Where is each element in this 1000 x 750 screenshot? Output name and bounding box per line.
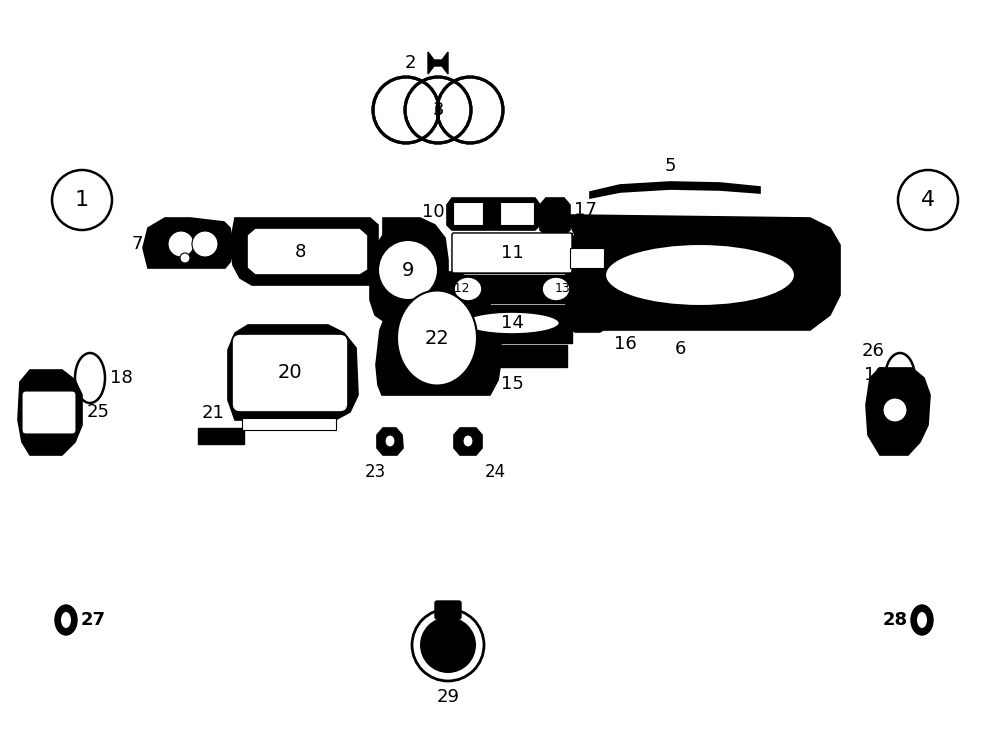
- Text: 19: 19: [864, 366, 887, 384]
- Text: 8: 8: [294, 243, 306, 261]
- Text: 4: 4: [921, 190, 935, 210]
- Ellipse shape: [397, 290, 477, 386]
- Polygon shape: [540, 198, 570, 235]
- Ellipse shape: [61, 612, 71, 628]
- Bar: [570, 248, 604, 268]
- Bar: [500, 202, 534, 225]
- Text: 15: 15: [501, 375, 523, 393]
- Text: 24: 24: [485, 463, 506, 481]
- Ellipse shape: [464, 312, 560, 334]
- Bar: [453, 202, 483, 225]
- Circle shape: [180, 253, 190, 263]
- Polygon shape: [370, 218, 448, 322]
- Ellipse shape: [55, 605, 77, 635]
- Circle shape: [883, 398, 907, 422]
- Polygon shape: [486, 203, 496, 226]
- Text: 28: 28: [883, 611, 908, 629]
- Text: C12: C12: [445, 283, 469, 296]
- Text: 26: 26: [862, 342, 885, 360]
- Polygon shape: [18, 370, 82, 455]
- Text: 6: 6: [674, 340, 686, 358]
- Bar: [242, 418, 336, 430]
- Text: 18: 18: [110, 369, 133, 387]
- Text: 20: 20: [278, 362, 302, 382]
- Text: 17: 17: [574, 201, 597, 219]
- Ellipse shape: [463, 435, 473, 447]
- Text: 22: 22: [425, 328, 449, 347]
- Polygon shape: [558, 215, 840, 330]
- Polygon shape: [566, 235, 610, 332]
- Polygon shape: [143, 218, 233, 268]
- Polygon shape: [377, 428, 403, 455]
- Text: 7: 7: [132, 235, 143, 253]
- Text: 10: 10: [422, 203, 445, 221]
- Bar: [452, 305, 572, 343]
- Text: 9: 9: [402, 260, 414, 280]
- Circle shape: [168, 231, 194, 257]
- Polygon shape: [247, 228, 368, 275]
- FancyBboxPatch shape: [22, 391, 76, 434]
- Polygon shape: [866, 368, 930, 455]
- FancyBboxPatch shape: [370, 77, 506, 143]
- Ellipse shape: [917, 612, 927, 628]
- Circle shape: [378, 240, 438, 300]
- Bar: [452, 233, 572, 273]
- Polygon shape: [230, 218, 378, 285]
- Text: 3: 3: [432, 101, 444, 119]
- Ellipse shape: [605, 244, 795, 306]
- FancyBboxPatch shape: [435, 601, 461, 619]
- Text: 23: 23: [364, 463, 386, 481]
- Text: 14: 14: [501, 314, 523, 332]
- Ellipse shape: [542, 277, 570, 301]
- Circle shape: [192, 231, 218, 257]
- Text: 21: 21: [202, 404, 225, 422]
- Polygon shape: [454, 428, 482, 455]
- Text: 16: 16: [614, 335, 637, 353]
- Text: 29: 29: [436, 688, 460, 706]
- Circle shape: [420, 617, 476, 673]
- Text: 13C: 13C: [555, 283, 579, 296]
- Text: 2: 2: [404, 54, 416, 72]
- Text: 25: 25: [87, 403, 110, 421]
- Polygon shape: [590, 182, 760, 198]
- Bar: [198, 428, 244, 444]
- Text: 1: 1: [75, 190, 89, 210]
- Text: 11: 11: [501, 244, 523, 262]
- Bar: [457, 345, 567, 367]
- Polygon shape: [447, 198, 540, 230]
- FancyBboxPatch shape: [232, 334, 348, 412]
- Bar: [440, 605, 456, 623]
- Circle shape: [412, 609, 484, 681]
- FancyBboxPatch shape: [452, 233, 572, 273]
- Text: 5: 5: [664, 157, 676, 175]
- Polygon shape: [376, 272, 502, 395]
- Polygon shape: [228, 325, 358, 420]
- Polygon shape: [428, 52, 448, 74]
- Ellipse shape: [454, 277, 482, 301]
- Text: 27: 27: [81, 611, 106, 629]
- Bar: [452, 275, 572, 303]
- Ellipse shape: [385, 435, 395, 447]
- Ellipse shape: [911, 605, 933, 635]
